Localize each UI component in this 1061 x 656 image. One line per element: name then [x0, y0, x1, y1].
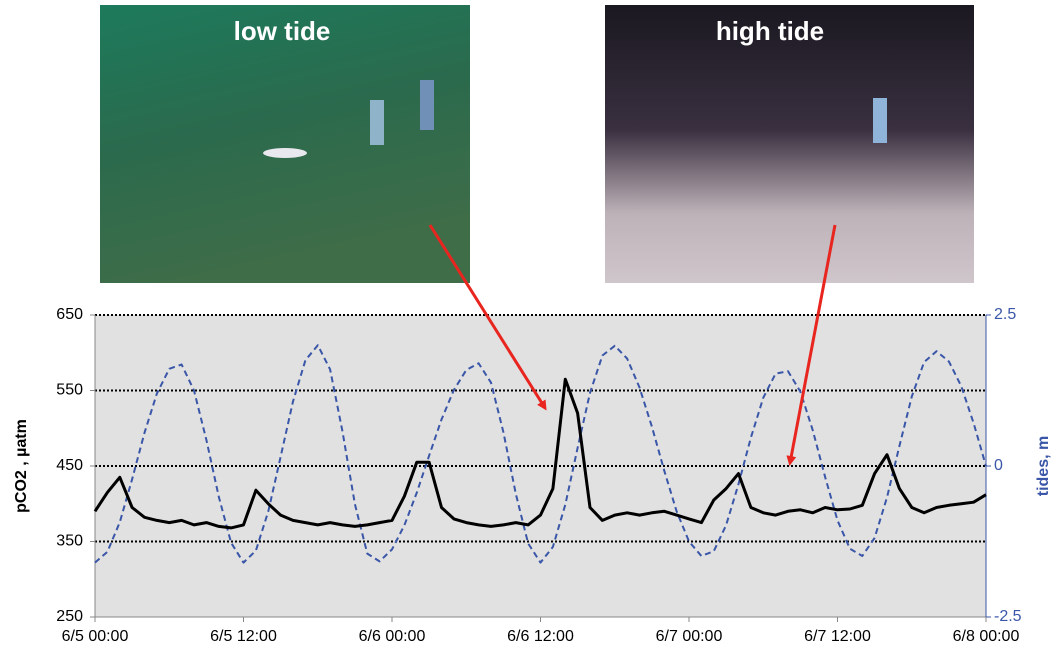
y-axis-label: pCO2 , µatm: [13, 419, 30, 513]
x-tick-label: 6/6 00:00: [359, 628, 426, 645]
y-tick-label: 450: [56, 457, 83, 474]
photo-label: high tide: [716, 16, 824, 46]
y-tick-label: 650: [56, 306, 83, 323]
y2-tick-label: 2.5: [994, 306, 1016, 323]
high-tide-photo: [605, 5, 974, 283]
photo-label: low tide: [234, 16, 331, 46]
arrow: [428, 224, 547, 411]
photo-detail: [263, 148, 307, 158]
photo-detail: [420, 80, 434, 130]
y-tick-label: 250: [56, 608, 83, 625]
data-line: [93, 377, 987, 530]
photo-detail: [370, 100, 384, 145]
x-tick-label: 6/8 00:00: [953, 628, 1020, 645]
y2-axis-label: tides, m: [1035, 436, 1052, 496]
x-tick-label: 6/6 12:00: [507, 628, 574, 645]
low-tide-photo: [100, 5, 470, 283]
photo-detail: [873, 98, 887, 143]
y-tick-label: 350: [56, 533, 83, 550]
y2-tick-label: 0: [994, 457, 1003, 474]
arrow: [786, 224, 837, 466]
data-line: [94, 344, 987, 564]
x-tick-label: 6/5 12:00: [210, 628, 277, 645]
y2-tick-label: -2.5: [994, 608, 1022, 625]
y-tick-label: 550: [56, 382, 83, 399]
x-tick-label: 6/5 00:00: [62, 628, 129, 645]
x-tick-label: 6/7 12:00: [804, 628, 871, 645]
x-tick-label: 6/7 00:00: [656, 628, 723, 645]
